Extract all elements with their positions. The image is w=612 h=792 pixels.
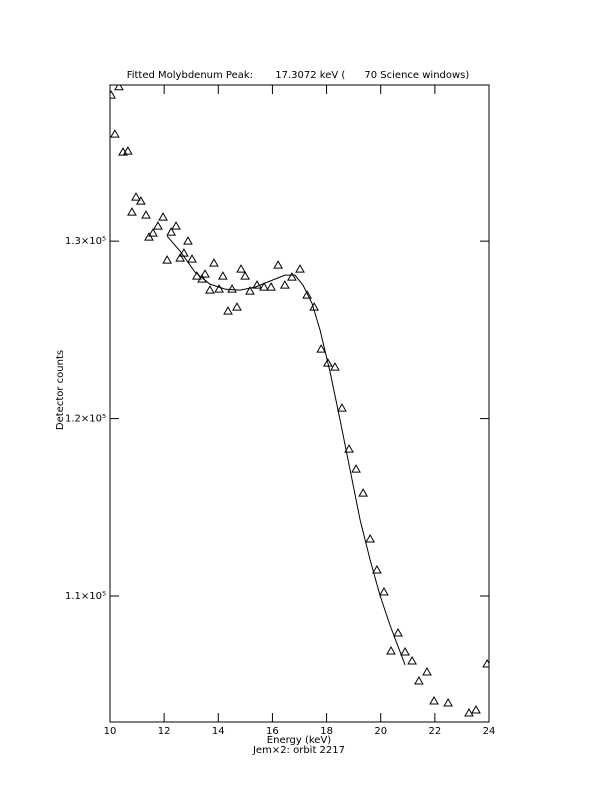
data-point [110, 90, 116, 99]
data-point [200, 269, 210, 278]
x-tick-label: 10 [104, 726, 117, 737]
y-tick-label: 1.3×10⁵ [65, 236, 106, 247]
data-point [158, 212, 168, 221]
y-tick-label: 1.2×10⁵ [65, 414, 106, 425]
plot-frame [109, 84, 490, 723]
data-point [351, 464, 361, 473]
data-point [337, 403, 347, 412]
data-point [287, 272, 297, 281]
data-point [464, 707, 474, 717]
data-point [259, 282, 269, 291]
data-point [386, 645, 396, 655]
plot-area [110, 85, 489, 717]
fit-line [166, 235, 406, 666]
data-point [379, 587, 389, 596]
data-point [372, 565, 382, 574]
data-point [414, 675, 424, 685]
data-point [141, 210, 151, 219]
data-point [245, 286, 255, 295]
x-axis-label: Energy (keV) [267, 735, 332, 746]
data-point [443, 697, 453, 707]
data-point [232, 302, 242, 311]
data-point [223, 306, 233, 315]
data-point [323, 358, 333, 367]
data-point [330, 362, 340, 371]
data-point [252, 280, 262, 289]
x-tick-label: 20 [374, 726, 387, 737]
data-point [422, 666, 432, 676]
x-tick-label: 16 [266, 726, 279, 737]
data-point [197, 274, 207, 283]
x-tick-label: 24 [483, 726, 496, 737]
x-tick-label: 18 [320, 726, 333, 737]
data-point [227, 284, 237, 293]
data-point [162, 255, 172, 264]
data-point [175, 253, 185, 262]
data-point [273, 260, 283, 269]
data-point [209, 258, 219, 267]
y-axis-label: Detector counts [55, 350, 66, 430]
data-point [429, 695, 439, 705]
y-tick-label: 1.1×10⁵ [65, 591, 106, 602]
x-tick-label: 22 [428, 726, 441, 737]
data-point [295, 264, 305, 273]
data-point [148, 228, 158, 237]
data-point [153, 221, 163, 230]
data-point [171, 221, 181, 230]
data-point [365, 534, 376, 543]
data-point [187, 254, 197, 263]
data-point [144, 232, 154, 241]
data-point [123, 146, 133, 155]
data-point [131, 192, 141, 201]
data-point [482, 658, 489, 668]
data-point [110, 129, 120, 138]
data-point [358, 488, 368, 497]
data-point [407, 655, 417, 665]
data-point [400, 646, 410, 656]
data-point [214, 284, 224, 293]
data-point [471, 704, 481, 714]
data-point [240, 271, 250, 280]
data-point [135, 196, 146, 205]
data-point [280, 280, 290, 289]
data-point [183, 236, 193, 245]
data-point [316, 344, 327, 353]
data-point [127, 207, 137, 216]
data-point [114, 85, 124, 91]
data-point [266, 282, 276, 291]
data-point [236, 264, 246, 273]
data-point [218, 271, 228, 280]
data-point [344, 444, 354, 453]
x-tick-label: 14 [212, 726, 225, 737]
data-point [205, 285, 215, 294]
data-point [302, 290, 312, 299]
data-point [393, 628, 403, 637]
x-tick-label: 12 [158, 726, 171, 737]
subtitle: Jem×2: orbit 2217 [252, 745, 345, 756]
chart-title: Fitted Molybdenum Peak: 17.3072 keV ( 70… [127, 70, 470, 81]
data-point [166, 227, 177, 236]
